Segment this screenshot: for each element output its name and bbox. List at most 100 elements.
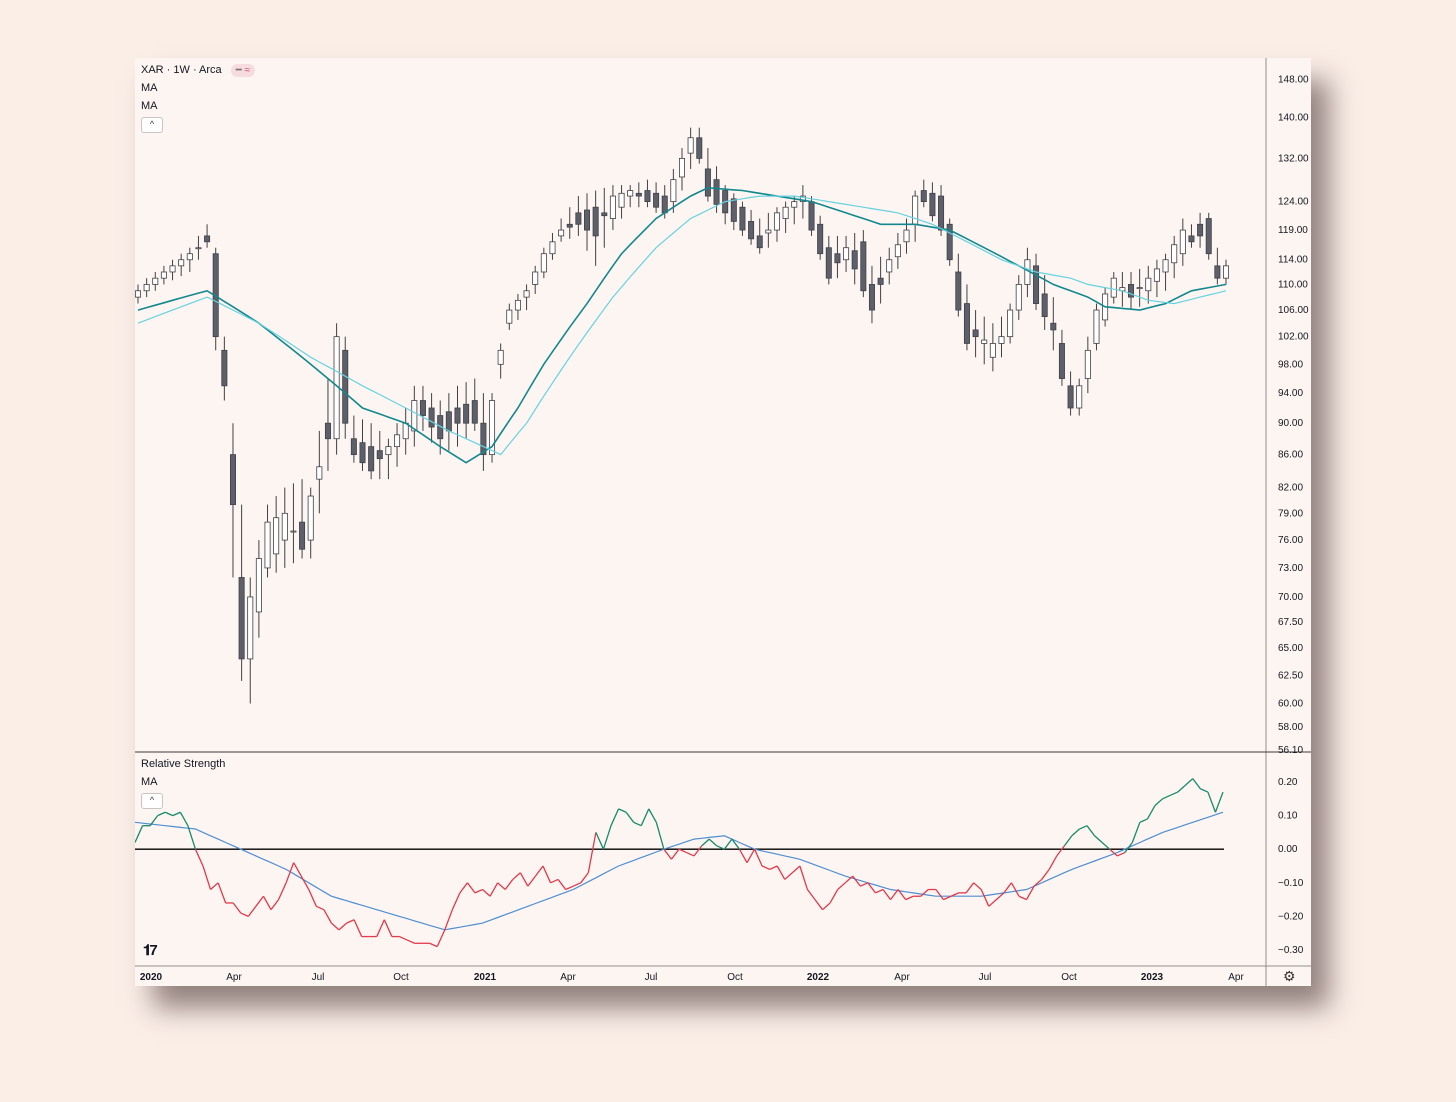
rs-segment-negative [769, 865, 778, 870]
rs-segment-positive [625, 811, 635, 823]
candle-down [204, 235, 211, 243]
time-tick-label: Oct [393, 972, 409, 983]
candle-down [756, 235, 763, 249]
rs-segment-negative [965, 882, 975, 894]
candle-up [1171, 244, 1178, 264]
rs-tick-label: 0.00 [1278, 844, 1298, 855]
price-tick-label: 79.00 [1278, 508, 1303, 519]
candle-down [635, 192, 642, 197]
candle-down [376, 450, 383, 460]
rs-segment-negative [1025, 885, 1035, 900]
collapse-legend-button[interactable]: ^ [141, 117, 163, 133]
chart-panel: 148.00 140.00 132.00 124.00 119.00 114.00 110.… [135, 58, 1311, 986]
candle-down [592, 206, 599, 237]
indicator-ma-legend[interactable]: MA [141, 776, 158, 788]
rs-segment-negative [474, 888, 483, 894]
symbol-row: XAR · 1W · Arca ━ ≈ [141, 61, 256, 79]
candle-up [186, 253, 193, 261]
candle-down [584, 209, 591, 231]
rs-segment-positive [1214, 791, 1224, 813]
rs-segment-positive [701, 838, 710, 847]
rs-segment-negative [860, 882, 869, 887]
rs-segment-positive [164, 811, 174, 817]
rs-segment-positive [172, 811, 181, 817]
rs-segment-negative [512, 872, 521, 880]
rs-segment-negative [444, 909, 453, 931]
time-tick-label: Apr [1228, 972, 1244, 983]
rs-segment-negative [323, 909, 333, 924]
candle-down [1041, 293, 1048, 318]
rs-segment-negative [277, 882, 287, 900]
candle-down [739, 206, 746, 231]
candle-up [765, 229, 772, 234]
candle-down [696, 137, 703, 159]
rs-segment-negative [489, 882, 499, 897]
candle-up [540, 253, 547, 273]
price-tick-label: 82.00 [1278, 483, 1303, 494]
time-tick-label: 2022 [807, 972, 830, 983]
candle-down [238, 577, 245, 660]
time-tick-label: 2020 [140, 972, 163, 983]
main-legend: XAR · 1W · Arca ━ ≈ MA MA ^ [141, 61, 256, 133]
rs-segment-negative [1003, 882, 1012, 894]
rs-segment-positive [648, 808, 657, 823]
candle-down [661, 195, 668, 214]
indicator-title[interactable]: Relative Strength [141, 758, 226, 770]
candle-up [1153, 268, 1160, 282]
candle-up [894, 244, 901, 258]
candle-down [851, 250, 858, 270]
rs-segment-negative [988, 899, 997, 907]
gear-icon[interactable]: ⚙ [1283, 968, 1296, 984]
rs-segment-positive [618, 808, 627, 813]
rs-segment-negative [580, 872, 589, 884]
time-tick-label: Apr [226, 972, 242, 983]
rs-segment-negative [852, 875, 861, 887]
ma-legend-2[interactable]: MA [141, 100, 158, 112]
candle-up [160, 271, 167, 279]
candle-down [575, 212, 582, 225]
rs-segment-negative [791, 865, 801, 874]
price-tick-label: 60.00 [1278, 699, 1303, 710]
rs-segment-negative [753, 848, 763, 867]
candle-up [1015, 284, 1022, 311]
rs-segment-negative [346, 919, 355, 924]
rs-segment-negative [1048, 855, 1058, 870]
rs-segment-negative [822, 902, 831, 911]
rs-segment-negative [308, 889, 317, 907]
candle-up [1110, 277, 1117, 298]
candle-up [402, 422, 409, 440]
rs-segment-negative [920, 889, 929, 897]
candle-up [255, 558, 262, 613]
candle-down [229, 454, 236, 506]
rs-segment-positive [1101, 841, 1111, 850]
candle-down [480, 422, 487, 456]
ma-slow-line [137, 186, 1227, 464]
ma-fast-line [137, 195, 1227, 456]
candle-up [1145, 277, 1152, 292]
candle-up [1084, 349, 1091, 379]
price-tick-label: 67.50 [1278, 617, 1303, 628]
price-tick-label: 70.00 [1278, 592, 1303, 603]
dash-icon: ━ [235, 64, 242, 76]
rs-segment-negative [285, 862, 295, 884]
rs-segment-negative [1010, 882, 1020, 897]
time-tick-label: 2021 [474, 972, 497, 983]
candles-group [135, 127, 1230, 704]
rs-segment-negative [527, 875, 536, 887]
candle-up [773, 212, 780, 231]
rs-segment-negative [686, 851, 695, 857]
compare-pill[interactable]: ━ ≈ [230, 63, 256, 77]
rs-segment-negative [459, 882, 468, 894]
rs-segment-positive [1146, 805, 1156, 820]
collapse-indicator-button[interactable]: ^ [141, 793, 163, 809]
ma-legend-1[interactable]: MA [141, 82, 158, 94]
candle-up [1179, 229, 1186, 255]
rs-tick-label: −0.10 [1278, 878, 1304, 889]
candle-down [368, 446, 375, 472]
rs-segment-positive [1094, 835, 1103, 843]
time-tick-label: Jul [645, 972, 658, 983]
rs-segment-negative [270, 899, 280, 911]
candle-down [1128, 284, 1135, 298]
rs-segment-negative [300, 875, 310, 890]
time-tick-label: Jul [312, 972, 325, 983]
